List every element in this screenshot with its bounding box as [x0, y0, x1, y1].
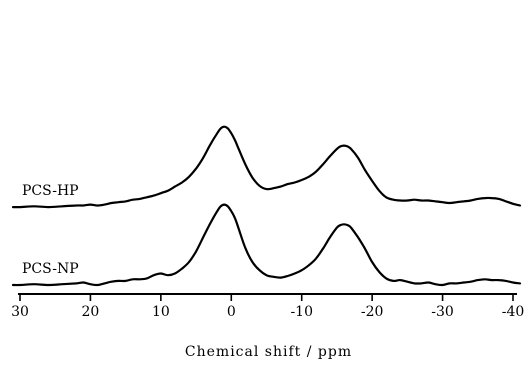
- x-tick-label: 0: [227, 304, 236, 320]
- spectrum-traces: [11, 125, 522, 287]
- x-tick-label: -10: [290, 304, 313, 320]
- x-axis-title: Chemical shift / ppm: [185, 344, 352, 360]
- x-tick-label: -20: [361, 304, 384, 320]
- x-tick-label: -40: [502, 304, 525, 320]
- series-label-pcs-np: PCS-NP: [22, 261, 79, 277]
- series-labels: PCS-HP PCS-NP: [22, 183, 79, 277]
- x-tick-label: 10: [152, 304, 170, 320]
- trace-pcs-hp: [11, 125, 522, 209]
- x-tick-label: -30: [431, 304, 454, 320]
- x-tick-label: 30: [11, 304, 29, 320]
- x-axis-ticks: 30 20 10 0 -10 -20 -30 -40: [11, 294, 524, 320]
- trace-pcs-np: [11, 203, 522, 287]
- x-tick-label: 20: [82, 304, 100, 320]
- series-label-pcs-hp: PCS-HP: [22, 183, 79, 199]
